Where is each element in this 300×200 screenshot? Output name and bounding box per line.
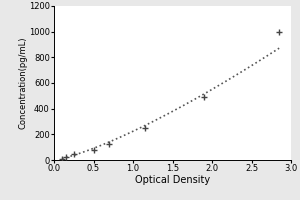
X-axis label: Optical Density: Optical Density: [135, 175, 210, 185]
Y-axis label: Concentration(pg/mL): Concentration(pg/mL): [18, 37, 27, 129]
